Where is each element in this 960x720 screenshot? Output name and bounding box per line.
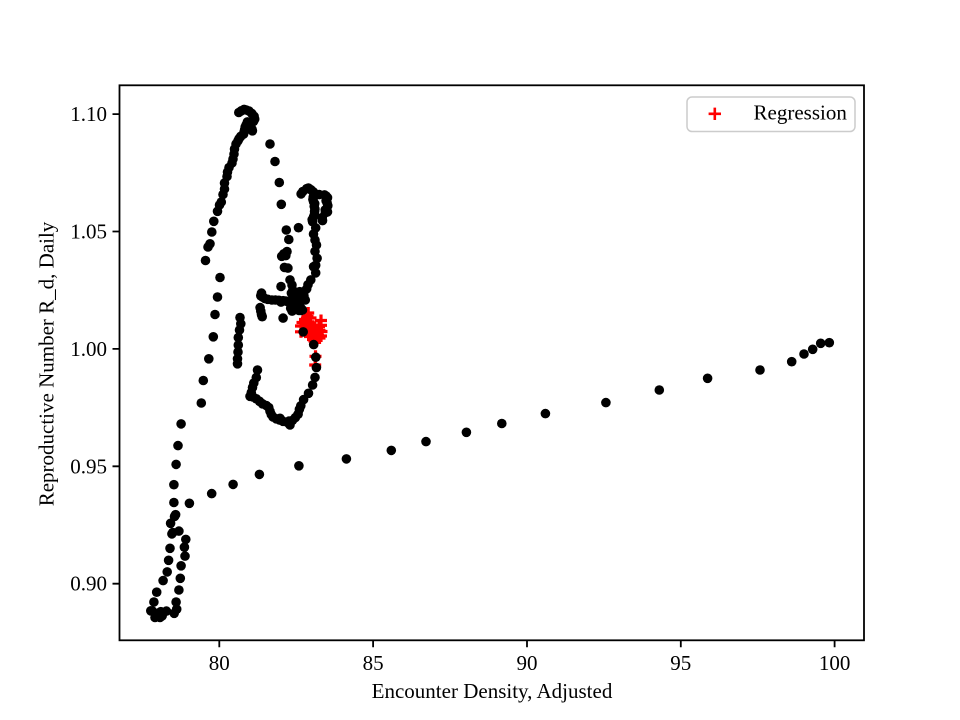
svg-text:80: 80 [209,651,230,675]
svg-text:90: 90 [517,651,538,675]
svg-text:1.05: 1.05 [70,220,107,244]
svg-text:Regression: Regression [754,100,848,124]
svg-text:Reproductive Number R_d, Daily: Reproductive Number R_d, Daily [35,221,59,506]
svg-text:1.00: 1.00 [70,337,107,361]
svg-text:0.90: 0.90 [70,572,107,596]
svg-text:0.95: 0.95 [70,454,107,478]
svg-text:1.10: 1.10 [70,102,107,126]
svg-text:85: 85 [363,651,384,675]
svg-text:95: 95 [670,651,691,675]
svg-text:100: 100 [819,651,851,675]
svg-text:Encounter Density, Adjusted: Encounter Density, Adjusted [372,679,613,703]
